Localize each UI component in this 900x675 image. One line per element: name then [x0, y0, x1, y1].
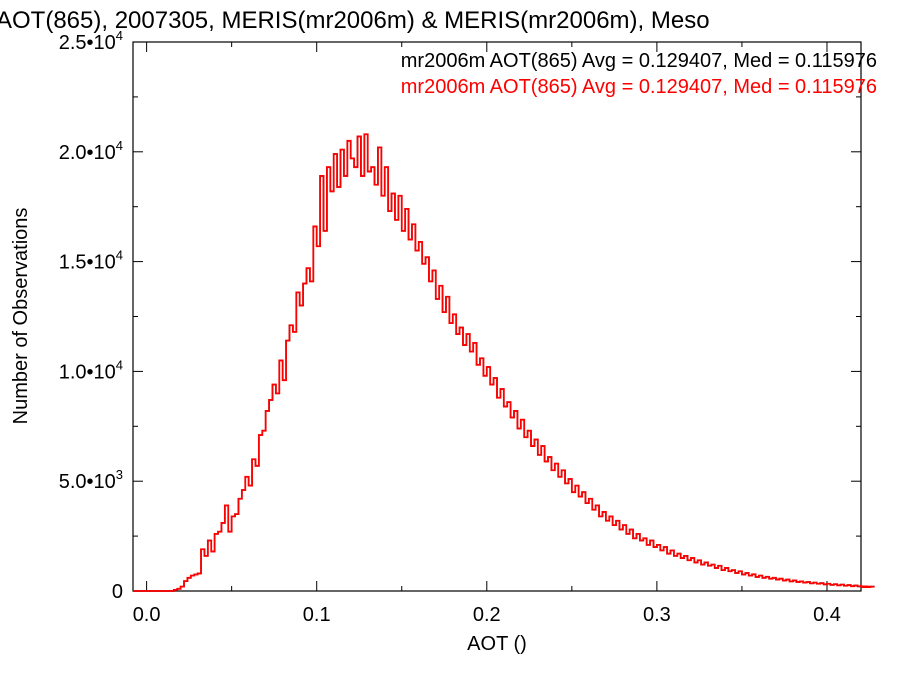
- x-tick-label: 0.2: [473, 604, 501, 626]
- plot-frame: [132, 41, 862, 592]
- y-tick-label: 1.5•104: [59, 248, 123, 274]
- legend-entry-red: mr2006m AOT(865) Avg = 0.129407, Med = 0…: [401, 76, 877, 98]
- histogram-series-red: [133, 133, 875, 592]
- histogram-series-black: [133, 133, 875, 592]
- x-tick-label: 0.0: [133, 604, 161, 626]
- chart-title: AOT(865), 2007305, MERIS(mr2006m) & MERI…: [0, 7, 710, 34]
- x-tick-label: 0.1: [303, 604, 331, 626]
- y-tick-label: 1.0•104: [59, 357, 123, 383]
- y-axis-label: Number of Observations: [10, 208, 32, 425]
- legend: mr2006m AOT(865) Avg = 0.129407, Med = 0…: [401, 50, 877, 98]
- y-tick-label: 2.0•104: [59, 138, 123, 164]
- axis-ticks: [133, 41, 861, 592]
- x-tick-labels: 0.0 0.1 0.2 0.3 0.4: [133, 604, 841, 626]
- legend-entry-black: mr2006m AOT(865) Avg = 0.129407, Med = 0…: [401, 50, 877, 72]
- x-axis-label: AOT (): [467, 633, 527, 655]
- y-tick-label: 0: [112, 581, 123, 603]
- x-tick-label: 0.4: [813, 604, 841, 626]
- y-tick-label: 5.0•103: [59, 467, 123, 493]
- y-tick-label: 2.5•104: [59, 28, 123, 54]
- x-tick-label: 0.3: [643, 604, 671, 626]
- y-tick-labels: 0 5.0•103 1.0•104 1.5•104 2.0•104 2.5•104: [59, 28, 123, 603]
